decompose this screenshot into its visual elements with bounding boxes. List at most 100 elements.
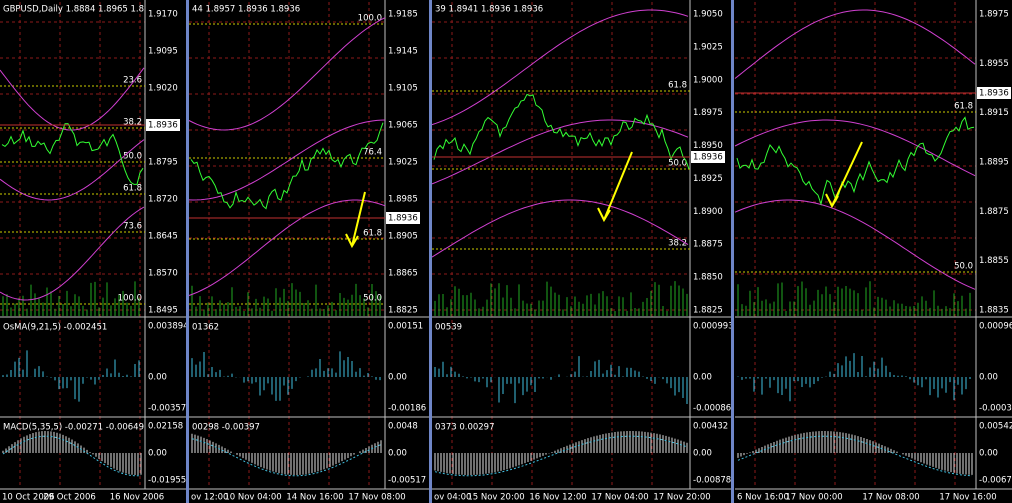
arrow (831, 141, 863, 207)
time-label: 16 Nov 12:00 (529, 493, 586, 503)
price-label: 1.8850 (693, 273, 723, 283)
time-label: 16 Nov 2006 (110, 493, 164, 503)
chart-panel: 61.8 50.0 1.8975 1.8955 1.8915 1.8895 1.8875 1.… (734, 0, 1012, 503)
band-upper (0, 67, 145, 131)
osma-scale: 0.000993 (693, 322, 734, 332)
fib-label: 50.0 (363, 294, 382, 304)
chart-header: GBPUSD,Daily 1.8884 1.8965 1.8 (3, 5, 144, 15)
panel-separator (731, 0, 734, 503)
fib-label: 50.0 (668, 159, 687, 169)
price-label: 1.9185 (388, 10, 418, 20)
time-label: 17 Nov 00:00 (785, 493, 842, 503)
chart-panel: 61.8 50.0 38.2 1.9050 1.9025 1.9000 1.8975 1.89… (431, 0, 734, 503)
macd-scale: 0.00 (388, 449, 407, 459)
macd-label: MACD(5,35,5) -0.00271 -0.00649 (3, 423, 144, 433)
current-price: 1.8936 (388, 214, 418, 224)
price-label: 1.8950 (693, 141, 723, 151)
band-upper (431, 9, 689, 126)
fib-label: 23.6 (123, 76, 142, 86)
macd-scale: 0.02158 (148, 422, 183, 432)
macd-scale: 0.00542 (979, 422, 1012, 432)
price-line (736, 116, 975, 206)
price-label: 1.8855 (979, 256, 1009, 266)
chart-panel: 23.6 38.2 50.0 61.8 73.6 100.0 1.9170 1.9095 1.9… (0, 0, 189, 503)
price-label: 1.8645 (148, 232, 178, 242)
band-lower (431, 199, 689, 258)
time-label: ov 04:00 (434, 493, 471, 503)
macd-scale: 0.00 (148, 449, 167, 459)
price-line (433, 93, 690, 170)
band-upper (734, 9, 976, 79)
band-lower (188, 199, 386, 296)
fib-label: 61.8 (668, 81, 687, 91)
current-price-box (386, 212, 420, 224)
current-price: 1.8936 (693, 153, 723, 163)
price-label: 1.9050 (693, 10, 723, 20)
price-label: 1.8900 (693, 207, 723, 217)
band-lower (0, 206, 145, 301)
time-label: 17 Nov 08:00 (862, 493, 919, 503)
macd-scale: 0.0048 (388, 422, 418, 432)
osma-scale: 0.00 (693, 373, 712, 383)
fib-label: 100.0 (358, 14, 382, 24)
price-label: 1.8915 (979, 108, 1009, 118)
price-label: 1.8975 (693, 108, 723, 118)
band-middle (734, 119, 976, 177)
price-label: 1.8955 (979, 59, 1009, 69)
fib-label: 50.0 (954, 262, 973, 272)
price-label: 1.9065 (388, 121, 418, 131)
arrow (351, 191, 366, 247)
chart-header: 39 1.8941 1.8936 1.8936 (435, 5, 543, 15)
fib-label: 61.8 (954, 102, 973, 112)
macd-scale: 0.00 (693, 449, 712, 459)
panel-separator (429, 0, 432, 503)
fib-label: 50.0 (123, 152, 142, 162)
time-label: 17 Nov 16:00 (939, 493, 996, 503)
price-label: 1.8795 (148, 158, 178, 168)
price-label: 1.8720 (148, 195, 178, 205)
time-label: 14 Nov 16:00 (286, 493, 343, 503)
price-label: 1.8865 (388, 269, 418, 279)
price-label: 1.9105 (388, 84, 418, 94)
price-label: 1.9025 (388, 158, 418, 168)
osma-scale: 0.00 (388, 373, 407, 383)
osma-scale: -0.00357 (148, 404, 186, 414)
fib-label: 76.4 (363, 148, 382, 158)
macd-signal (191, 438, 382, 477)
arrow-head (597, 207, 611, 223)
price-label: 1.9170 (148, 10, 178, 20)
band-upper (188, 17, 386, 131)
macd-label: 00298 -0.00397 (192, 423, 260, 433)
fib-label: 38.2 (668, 239, 687, 249)
osma-scale: 0.00 (148, 373, 167, 383)
price-label: 1.8925 (693, 174, 723, 184)
current-price: 1.8936 (148, 121, 178, 131)
time-label: 10 Nov 04:00 (224, 493, 281, 503)
arrow (603, 151, 633, 221)
price-label: 1.8985 (388, 195, 418, 205)
price-label: 1.9095 (148, 47, 178, 57)
chart-panel: 100.0 76.4 61.8 50.0 1.9185 1.9145 1.9105 1.906… (188, 0, 429, 503)
macd-scale: 0.00432 (693, 422, 728, 432)
time-label: 17 Nov 20:00 (653, 493, 710, 503)
band-lower (734, 199, 976, 290)
time-label: 10 Oct 2006 (2, 493, 55, 503)
band-middle (431, 119, 689, 185)
current-price-box (691, 151, 725, 163)
osma-label: 00539 (435, 323, 462, 333)
macd-signal (2, 435, 142, 477)
band-middle (0, 139, 145, 201)
price-label: 1.9145 (388, 47, 418, 57)
time-label: 17 Nov 08:00 (348, 493, 405, 503)
current-price-box (977, 87, 1011, 99)
time-label: 29 Oct 2006 (43, 493, 96, 503)
current-price: 1.8936 (979, 89, 1009, 99)
price-label: 1.8875 (979, 207, 1009, 217)
price-label: 1.9020 (148, 84, 178, 94)
chart-header: 44 1.8957 1.8936 1.8936 (192, 5, 300, 15)
price-label: 1.9000 (693, 75, 723, 85)
osma-scale: -0.00033 (979, 404, 1012, 414)
current-price-box (146, 119, 180, 131)
fib-label: 61.8 (363, 229, 382, 239)
